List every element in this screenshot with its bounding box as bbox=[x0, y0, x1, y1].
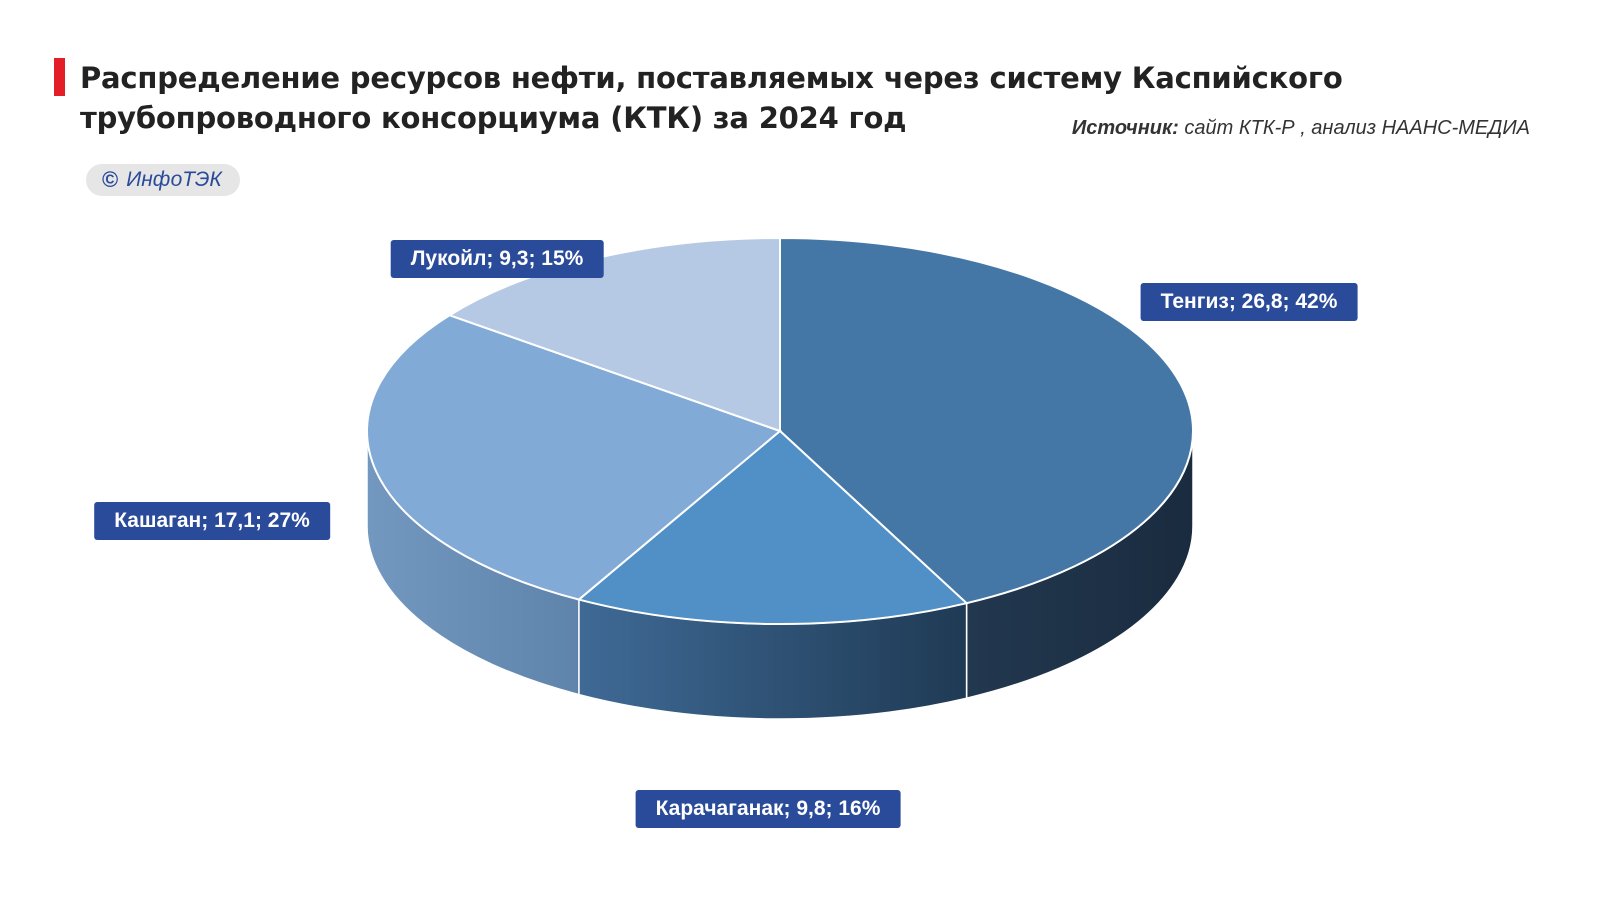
source-text: сайт КТК-Р , анализ НААНС-МЕДИА bbox=[1178, 117, 1530, 139]
pie-slice-karachaganak bbox=[576, 429, 969, 625]
pie-slice-kashagan bbox=[366, 314, 782, 601]
data-label-lukoil: Лукойл; 9,3; 15% bbox=[390, 240, 604, 278]
source-label: Источник: bbox=[1071, 117, 1179, 139]
title-accent-bar bbox=[54, 58, 65, 96]
data-label-kashagan: Кашаган; 17,1; 27% bbox=[94, 502, 330, 540]
pie-slice-tengiz bbox=[779, 236, 1194, 605]
copyright-icon: © bbox=[102, 167, 119, 192]
data-label-karachaganak: Карачаганак; 9,8; 16% bbox=[635, 790, 901, 828]
data-label-tengiz: Тенгиз; 26,8; 42% bbox=[1140, 283, 1358, 321]
copyright-badge: © ИнфоТЭК bbox=[86, 164, 240, 196]
source-note: Источник: сайт КТК-Р , анализ НААНС-МЕДИ… bbox=[1072, 117, 1530, 140]
chart-title: Распределение ресурсов нефти, поставляем… bbox=[80, 61, 1343, 135]
copyright-text: ИнфоТЭК bbox=[126, 168, 222, 191]
